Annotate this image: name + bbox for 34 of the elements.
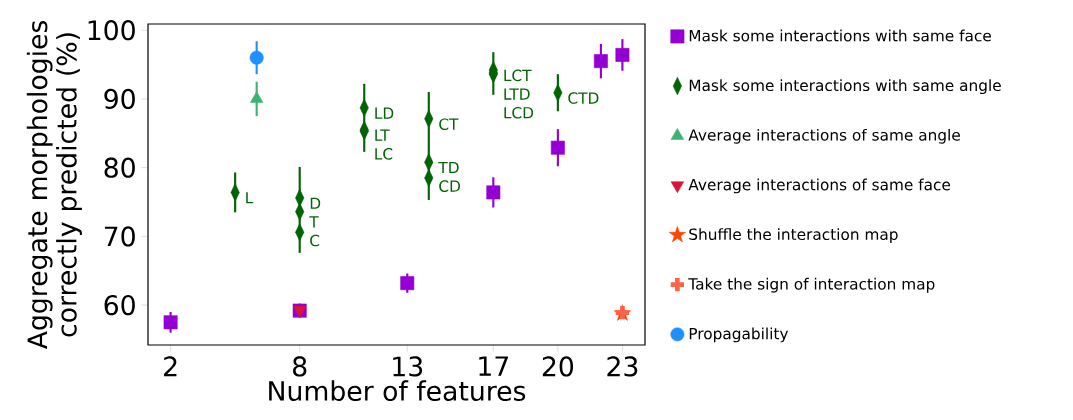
annotation: LTD bbox=[504, 88, 530, 100]
x-tick-label: 23 bbox=[607, 356, 638, 377]
legend-label: Propagability bbox=[689, 327, 789, 343]
annotation: CTD bbox=[568, 92, 599, 104]
y-tick-label: 70 bbox=[104, 226, 135, 247]
legend-label: Mask some interactions with same angle bbox=[689, 79, 1001, 95]
annotation: CD bbox=[439, 180, 460, 192]
legend-label: Shuffle the interaction map bbox=[689, 228, 898, 244]
y-tick-label: 100 bbox=[88, 20, 135, 41]
annotation: TD bbox=[438, 161, 459, 174]
legend-label: Average interactions of same angle bbox=[688, 128, 960, 144]
annotation: LT bbox=[375, 129, 390, 141]
annotation: L bbox=[246, 192, 254, 204]
annotation: CT bbox=[439, 118, 459, 130]
x-tick-label: 2 bbox=[164, 356, 177, 377]
x-tick-label: 20 bbox=[542, 356, 574, 377]
x-tick-label: 17 bbox=[479, 356, 508, 376]
annotation: T bbox=[309, 216, 319, 228]
x-axis-title: Number of features bbox=[269, 380, 526, 401]
legend-label: Mask some interactions with same face bbox=[689, 29, 991, 42]
annotation: LCT bbox=[504, 69, 532, 82]
y-tick-label: 80 bbox=[104, 157, 135, 178]
annotation: LCD bbox=[504, 106, 534, 119]
annotation: LD bbox=[375, 107, 394, 119]
y-axis-title: Aggregate morphologies correctly predicted (%) bbox=[26, 20, 82, 350]
x-tick-label: 8 bbox=[293, 356, 307, 377]
y-tick-label: 90 bbox=[104, 88, 135, 109]
y-tick-label: 60 bbox=[104, 295, 135, 316]
legend-label: Average interactions of same face bbox=[688, 178, 951, 194]
x-tick-label: 13 bbox=[393, 356, 423, 377]
annotation: C bbox=[310, 234, 320, 247]
legend-label: Take the sign of interaction map bbox=[688, 277, 935, 293]
annotation: LC bbox=[375, 148, 393, 160]
annotation: D bbox=[310, 197, 321, 209]
